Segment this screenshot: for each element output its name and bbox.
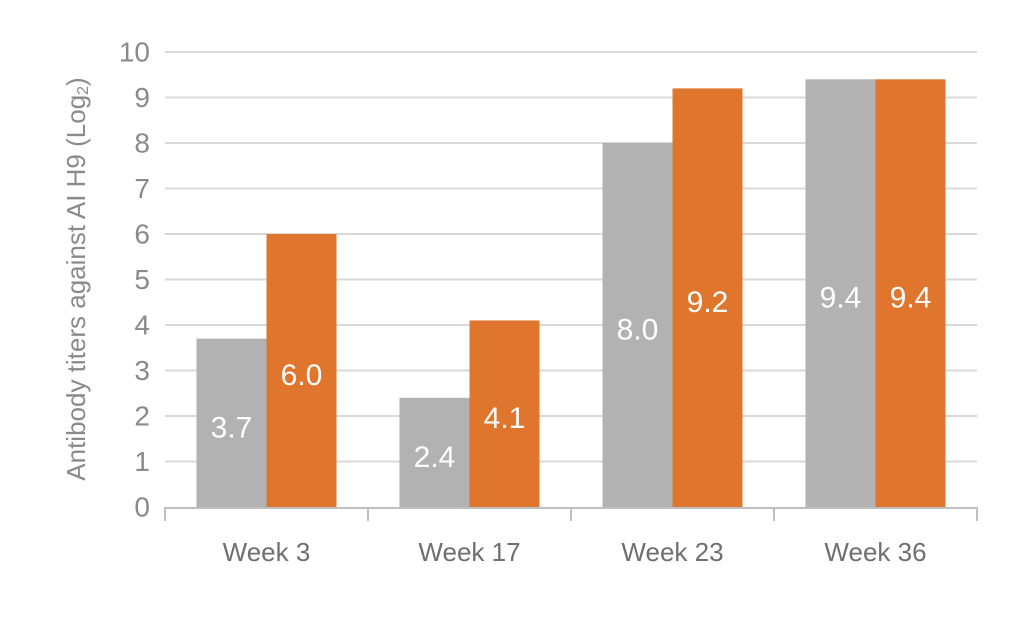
y-tick-label: 0 [134,492,150,523]
y-tick-label: 7 [134,173,150,204]
y-tick-label: 8 [134,128,150,159]
bar [196,338,267,507]
bar [399,397,470,507]
y-tick-label: 5 [134,264,150,295]
y-tick-label: 2 [134,401,150,432]
data-label: 9.4 [820,282,862,315]
bars [196,79,946,508]
data-label: 9.2 [687,286,729,319]
y-axis-title-main: Antibody titers against AI H9 (Log [61,95,91,481]
data-label: 3.7 [211,411,253,444]
x-category-label: Week 17 [418,537,520,567]
data-label: 8.0 [617,314,659,347]
y-axis-title: Antibody titers against AI H9 (Log2) [61,77,92,480]
x-category-label: Week 23 [621,537,723,567]
bar [266,234,337,507]
y-tick-label: 9 [134,82,150,113]
y-tick-label: 6 [134,219,150,250]
data-label: 4.1 [484,402,526,435]
bar [602,143,673,507]
x-category-label: Week 36 [824,537,926,567]
y-axis-title-subscript: 2 [75,86,92,95]
data-label: 2.4 [414,441,456,474]
data-label: 6.0 [281,359,323,392]
y-tick-labels: 0 1 2 3 4 5 6 7 8 9 10 [119,37,150,523]
y-tick-label: 3 [134,355,150,386]
bar [875,79,946,508]
bar [672,88,743,508]
y-axis-title-suffix: ) [61,77,91,86]
bar [469,320,540,507]
x-category-labels: Week 3 Week 17 Week 23 Week 36 [223,537,927,567]
bar [805,79,876,508]
axes [164,507,978,521]
x-category-label: Week 3 [223,537,311,567]
y-tick-label: 1 [134,446,150,477]
y-tick-label: 10 [119,37,150,68]
data-label: 9.4 [890,282,932,315]
y-tick-label: 4 [134,310,150,341]
data-labels: 3.7 6.0 2.4 4.1 8.0 9.2 9.4 9.4 [211,282,932,474]
